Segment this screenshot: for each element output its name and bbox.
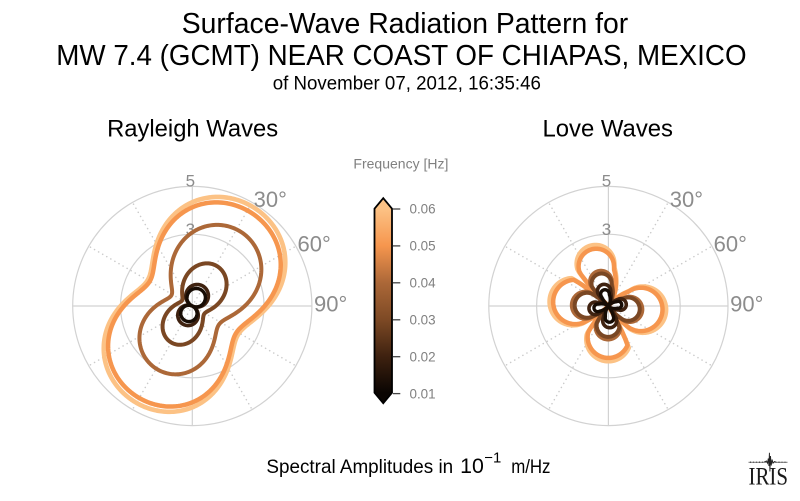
svg-text:Rayleigh Waves: Rayleigh Waves bbox=[107, 116, 278, 143]
svg-text:30°: 30° bbox=[670, 187, 703, 212]
svg-text:0.01: 0.01 bbox=[410, 386, 436, 401]
svg-text:Surface-Wave Radiation Pattern: Surface-Wave Radiation Pattern for bbox=[182, 8, 629, 40]
svg-text:3: 3 bbox=[602, 220, 611, 239]
svg-text:Frequency [Hz]: Frequency [Hz] bbox=[353, 156, 448, 172]
svg-text:0.05: 0.05 bbox=[410, 239, 436, 254]
svg-text:of November 07, 2012, 16:35:46: of November 07, 2012, 16:35:46 bbox=[273, 74, 541, 95]
svg-text:MW 7.4 (GCMT) NEAR COAST OF CH: MW 7.4 (GCMT) NEAR COAST OF CHIAPAS, MEX… bbox=[56, 40, 746, 72]
svg-text:0.03: 0.03 bbox=[410, 313, 436, 328]
svg-text:90°: 90° bbox=[314, 291, 347, 316]
svg-text:60°: 60° bbox=[714, 232, 747, 257]
svg-text:5: 5 bbox=[186, 172, 195, 191]
svg-text:3: 3 bbox=[186, 220, 195, 239]
svg-text:m/Hz: m/Hz bbox=[511, 456, 550, 478]
svg-text:0.04: 0.04 bbox=[410, 276, 437, 291]
svg-text:Spectral Amplitudes in: Spectral Amplitudes in bbox=[266, 456, 453, 478]
svg-text:−1: −1 bbox=[484, 450, 501, 467]
svg-text:0.02: 0.02 bbox=[410, 349, 436, 364]
svg-text:60°: 60° bbox=[298, 232, 331, 257]
svg-text:5: 5 bbox=[602, 172, 611, 191]
svg-text:0.06: 0.06 bbox=[410, 202, 436, 217]
svg-text:Love Waves: Love Waves bbox=[543, 116, 674, 143]
svg-text:30°: 30° bbox=[254, 187, 287, 212]
svg-text:10: 10 bbox=[460, 454, 484, 478]
svg-text:90°: 90° bbox=[730, 291, 763, 316]
svg-text:IRIS: IRIS bbox=[749, 463, 789, 490]
